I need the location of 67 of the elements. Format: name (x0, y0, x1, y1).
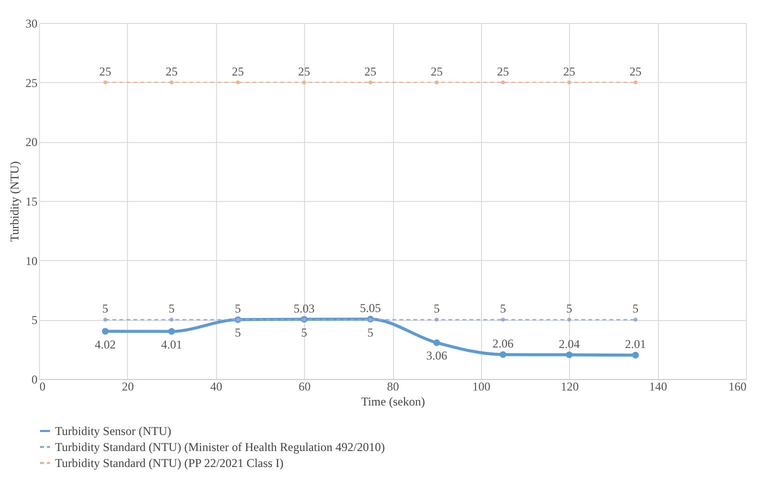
data-label: 5 (566, 302, 572, 316)
data-label: 25 (563, 64, 576, 78)
data-label: 5 (632, 302, 639, 316)
data-label: 4.01 (161, 337, 182, 352)
data-label: 5 (102, 302, 108, 316)
point (567, 80, 572, 84)
data-label: 2.04 (558, 336, 580, 351)
x-axis-title: Time (sekon) (361, 394, 425, 408)
data-label: 25 (496, 64, 509, 78)
point (368, 80, 372, 84)
point (433, 339, 440, 346)
point (103, 80, 108, 84)
y-tick-label: 5 (32, 313, 38, 328)
point (501, 318, 505, 322)
data-label: 5 (234, 302, 241, 316)
data-label: 25 (166, 64, 178, 78)
point (567, 318, 572, 322)
x-tick-label: 120 (560, 380, 579, 394)
legend-label: Turbidity Standard (NTU) (PP 22/2021 Class I) (55, 456, 284, 470)
data-label: 25 (298, 64, 310, 78)
point (634, 80, 638, 84)
data-label: 5 (301, 326, 308, 340)
legend-label: Turbidity Sensor (NTU) (55, 424, 172, 438)
data-label: 5 (234, 326, 241, 340)
point (168, 328, 175, 335)
point (170, 80, 174, 84)
x-tick-label: 20 (122, 380, 134, 394)
data-label: 5 (367, 326, 374, 340)
point (434, 318, 439, 322)
y-axis-title: Turbidity (NTU) (8, 161, 22, 242)
data-label: 5.03 (294, 301, 315, 316)
y-tick-label: 20 (26, 135, 38, 150)
point (170, 318, 174, 322)
data-label: 5 (434, 302, 440, 316)
data-label: 25 (232, 64, 244, 78)
data-label: 25 (364, 64, 376, 78)
x-tick-label: 100 (472, 380, 490, 394)
point (566, 351, 573, 358)
data-label: 25 (430, 64, 443, 78)
data-label: 5.05 (360, 301, 381, 316)
point (103, 318, 108, 322)
y-tick-label: 15 (26, 194, 38, 208)
y-tick-label: 10 (26, 254, 38, 268)
data-label: 3.06 (426, 348, 448, 363)
point (500, 351, 506, 358)
x-tick-label: 40 (210, 380, 222, 394)
data-label: 25 (99, 64, 112, 78)
y-tick-label: 30 (26, 16, 38, 30)
data-label: 4.02 (94, 337, 116, 352)
legend-label: Turbidity Standard (NTU) (Minister of Health Regulation 492/2010) (55, 440, 385, 454)
data-label: 2.06 (492, 336, 514, 351)
point (632, 352, 639, 358)
y-tick-label: 25 (26, 76, 38, 90)
x-tick-label: 60 (298, 380, 311, 394)
x-tick-label: 140 (649, 380, 668, 394)
point (634, 318, 638, 322)
point (102, 328, 109, 335)
data-label: 5 (168, 302, 175, 316)
point (236, 80, 240, 84)
point (302, 80, 306, 84)
point (501, 80, 505, 84)
data-label: 25 (630, 64, 642, 78)
x-tick-label: 160 (728, 380, 746, 394)
x-tick-label: 80 (387, 380, 399, 394)
data-label: 2.01 (625, 337, 646, 352)
data-label: 5 (500, 302, 506, 316)
point (434, 80, 439, 84)
